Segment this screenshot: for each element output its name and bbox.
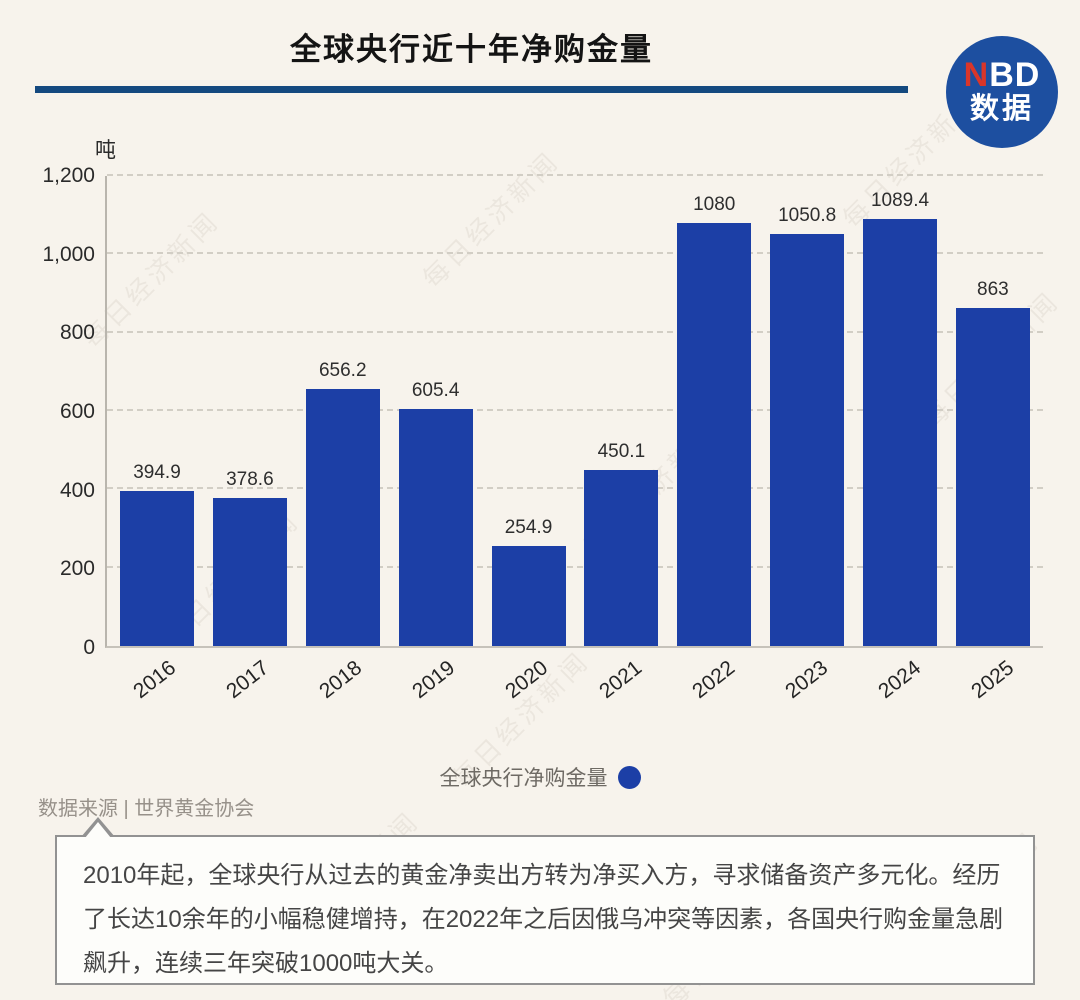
chart-legend: 全球央行净购金量 bbox=[0, 762, 1080, 792]
nbd-logo-text: NBD bbox=[964, 58, 1041, 92]
bar-slot-2024: 1089.4 bbox=[863, 176, 937, 646]
y-tick-1000: 1,000 bbox=[42, 242, 95, 266]
x-slot-2017: 2017 bbox=[211, 654, 285, 714]
bars-layer: 394.9 378.6 656.2 605.4 254.9 450.1 1080 1050.8… bbox=[107, 176, 1043, 646]
bar-2024 bbox=[863, 219, 937, 646]
x-tick-2023: 2023 bbox=[780, 656, 832, 704]
bar-value-label-2021: 450.1 bbox=[597, 440, 646, 462]
gridline-1200 bbox=[107, 174, 1043, 176]
x-tick-2024: 2024 bbox=[874, 656, 926, 704]
x-slot-2019: 2019 bbox=[397, 654, 471, 714]
x-slot-2025: 2025 bbox=[956, 654, 1030, 714]
x-tick-2021: 2021 bbox=[594, 656, 646, 704]
y-tick-600: 600 bbox=[59, 400, 95, 423]
bar-slot-2021: 450.1 bbox=[584, 176, 659, 646]
callout-tail-fill bbox=[85, 822, 111, 838]
bar-value-label-2017: 378.6 bbox=[226, 468, 274, 490]
x-tick-2025: 2025 bbox=[967, 656, 1019, 704]
bar-value-label-2016: 394.9 bbox=[133, 462, 181, 484]
gridline-1000 bbox=[107, 252, 1043, 255]
gridline-400 bbox=[107, 487, 1043, 490]
x-tick-2017: 2017 bbox=[222, 656, 274, 704]
y-axis-unit-label: 吨 bbox=[95, 139, 116, 162]
bar-2020 bbox=[491, 546, 566, 646]
bar-2017 bbox=[212, 497, 287, 646]
bar-2018 bbox=[305, 389, 380, 646]
bar-value-label-2023: 1050.8 bbox=[778, 205, 837, 227]
plot-area: 394.9 378.6 656.2 605.4 254.9 450.1 1080 1050.8… bbox=[105, 174, 1043, 648]
gridline-600 bbox=[107, 409, 1043, 411]
x-axis-labels: 2016 2017 2018 2019 2020 2021 2022 2023 2024 2025 bbox=[105, 654, 1043, 714]
x-slot-2022: 2022 bbox=[677, 654, 751, 714]
bar-slot-2017: 378.6 bbox=[212, 176, 287, 646]
note-callout-box: 2010年起，全球央行从过去的黄金净卖出方转为净买入方，寻求储备资产多元化。经历… bbox=[55, 817, 1035, 985]
note-text: 2010年起，全球央行从过去的黄金净卖出方转为净买入方，寻求储备资产多元化。经历… bbox=[83, 862, 1004, 977]
bar-slot-2020: 254.9 bbox=[491, 176, 566, 646]
bar-2022 bbox=[677, 223, 752, 646]
bar-2019 bbox=[398, 408, 473, 646]
bar-value-label-2022: 1080 bbox=[693, 194, 736, 215]
legend-marker-dot bbox=[617, 765, 641, 789]
y-axis-tick-labels: 0 200 400 600 800 1,000 1,200 bbox=[0, 164, 95, 659]
y-tick-1200: 1,200 bbox=[42, 164, 95, 187]
bar-slot-2016: 394.9 bbox=[120, 176, 194, 646]
bar-2023 bbox=[770, 234, 845, 646]
nbd-logo-letters-bd: BD bbox=[989, 56, 1041, 94]
y-tick-0: 0 bbox=[83, 636, 95, 659]
gridline-200 bbox=[107, 565, 1043, 568]
bar-2021 bbox=[584, 469, 659, 646]
x-slot-2023: 2023 bbox=[770, 654, 844, 714]
bar-slot-2022: 1080 bbox=[677, 176, 752, 646]
bar-slot-2019: 605.4 bbox=[398, 176, 473, 646]
x-tick-2020: 2020 bbox=[501, 656, 553, 704]
nbd-logo-letter-n: N bbox=[963, 56, 990, 94]
x-slot-2018: 2018 bbox=[304, 654, 378, 714]
bar-2016 bbox=[120, 491, 194, 646]
x-slot-2024: 2024 bbox=[863, 654, 937, 714]
title-underline bbox=[35, 86, 908, 93]
y-tick-800: 800 bbox=[59, 321, 95, 345]
bar-slot-2023: 1050.8 bbox=[770, 176, 845, 646]
x-tick-2019: 2019 bbox=[408, 656, 460, 704]
data-source-caption: 数据来源 | 世界黄金协会 bbox=[38, 798, 255, 820]
x-tick-2016: 2016 bbox=[129, 656, 181, 704]
bar-value-label-2020: 254.9 bbox=[504, 517, 553, 539]
nbd-logo: NBD 数据 bbox=[946, 36, 1058, 148]
x-tick-2018: 2018 bbox=[315, 656, 367, 704]
legend-label: 全球央行净购金量 bbox=[439, 767, 608, 790]
x-slot-2016: 2016 bbox=[118, 654, 192, 714]
nbd-logo-subtext: 数据 bbox=[969, 93, 1034, 125]
y-tick-400: 400 bbox=[59, 478, 95, 502]
x-tick-2022: 2022 bbox=[687, 656, 739, 704]
bar-value-label-2019: 605.4 bbox=[411, 379, 460, 401]
y-tick-200: 200 bbox=[59, 557, 95, 581]
gridline-800 bbox=[107, 330, 1043, 333]
x-slot-2020: 2020 bbox=[490, 654, 564, 714]
bar-slot-2025: 863 bbox=[955, 176, 1030, 646]
bar-slot-2018: 656.2 bbox=[305, 176, 380, 646]
bar-value-label-2018: 656.2 bbox=[318, 360, 367, 381]
bar-2025 bbox=[955, 308, 1030, 646]
x-slot-2021: 2021 bbox=[584, 654, 658, 714]
bar-value-label-2025: 863 bbox=[977, 279, 1009, 300]
bar-value-label-2024: 1089.4 bbox=[870, 190, 930, 212]
page-title: 全球央行近十年净购金量 bbox=[290, 32, 653, 67]
